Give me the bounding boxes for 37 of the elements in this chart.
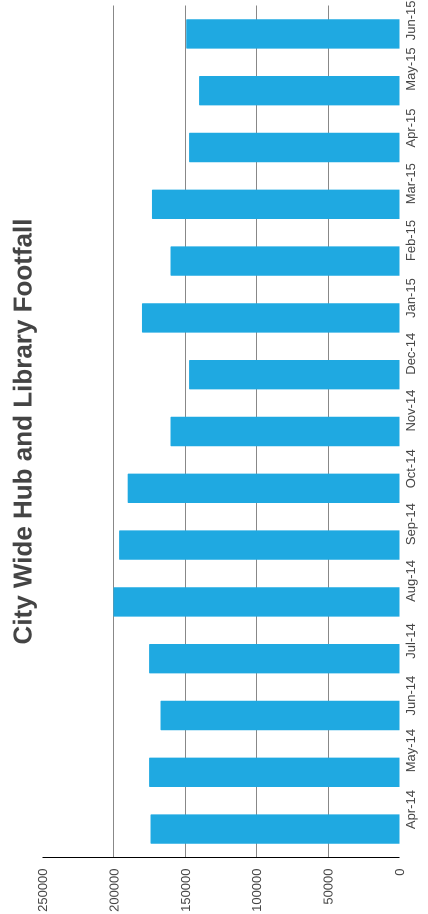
y-tick-label: Apr-15: [403, 108, 418, 148]
bar: [149, 644, 400, 674]
y-tick-label: Aug-14: [403, 560, 418, 602]
y-tick-label: Dec-14: [403, 332, 418, 375]
x-tick-label: 100000: [249, 868, 264, 912]
y-tick-label: Oct-14: [403, 449, 418, 488]
y-tick-label: Nov-14: [403, 390, 418, 432]
y-tick-label: Mar-15: [403, 163, 418, 204]
x-tick-label: 0: [392, 868, 407, 876]
bar: [150, 814, 400, 844]
x-tick-label: 250000: [35, 868, 50, 912]
bar: [170, 416, 400, 446]
text: City Wide Hub and Library Footfall: [8, 218, 38, 644]
bar: [142, 303, 400, 333]
y-tick-label: Jul-14: [403, 623, 418, 659]
bar: [160, 700, 400, 730]
bar: [199, 76, 400, 106]
x-tick-label: 200000: [106, 868, 122, 912]
y-tick-label: Jun-14: [403, 676, 418, 716]
bar: [186, 19, 400, 49]
bar: [170, 246, 400, 276]
y-tick-label: Apr-14: [403, 790, 418, 830]
y-tick-label: May-15: [403, 47, 418, 91]
bar: [119, 530, 400, 560]
y-tick-label: Sep-14: [403, 503, 418, 546]
bar: [189, 132, 400, 162]
bar: [113, 587, 400, 617]
x-tick-label: 150000: [178, 868, 193, 912]
bar: [152, 190, 400, 219]
bar: [149, 758, 400, 787]
y-tick-label: May-14: [403, 728, 418, 772]
y-tick-label: Jun-15: [403, 0, 418, 40]
x-tick-label: 50000: [320, 868, 336, 905]
y-tick-label: Jan-15: [403, 278, 418, 318]
y-tick-label: Feb-15: [403, 220, 418, 262]
bar: [189, 360, 400, 390]
bar: [128, 474, 400, 503]
